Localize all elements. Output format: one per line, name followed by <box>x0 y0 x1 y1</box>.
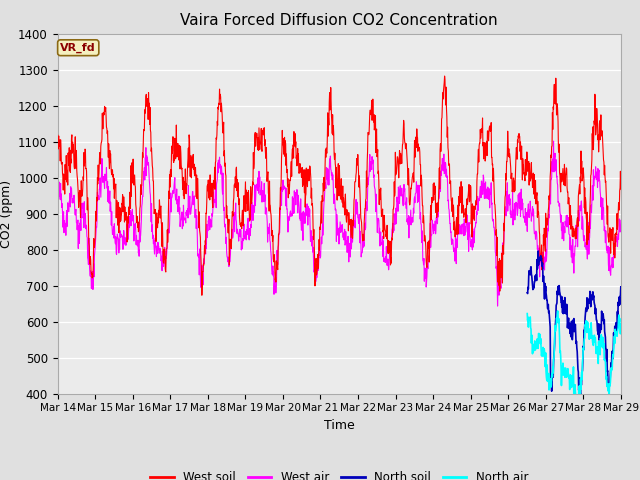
Y-axis label: CO2 (ppm): CO2 (ppm) <box>0 180 13 248</box>
Text: VR_fd: VR_fd <box>60 43 96 53</box>
Title: Vaira Forced Diffusion CO2 Concentration: Vaira Forced Diffusion CO2 Concentration <box>180 13 498 28</box>
Legend: West soil, West air, North soil, North air: West soil, West air, North soil, North a… <box>145 466 533 480</box>
X-axis label: Time: Time <box>324 419 355 432</box>
